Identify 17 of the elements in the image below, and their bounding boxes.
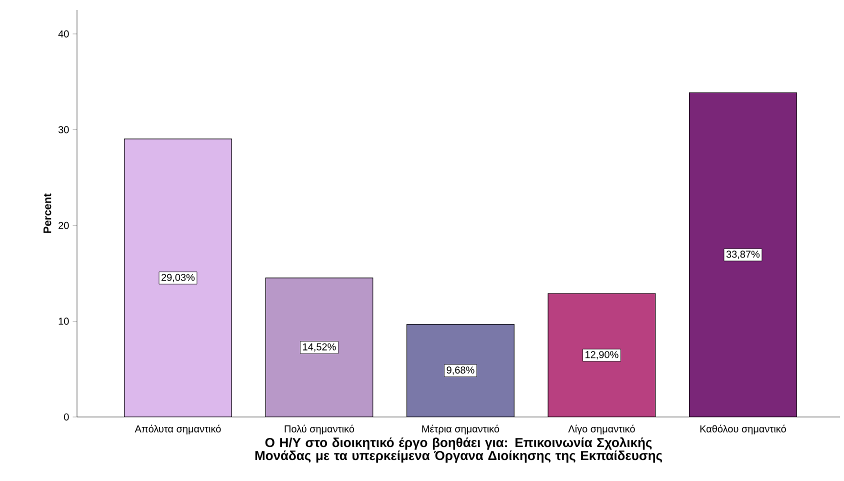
y-tick-label: 0 <box>64 413 69 421</box>
y-tick-label: 20 <box>58 222 69 229</box>
x-tick-label: Καθόλου σημαντικό <box>700 424 786 434</box>
y-tick-label: 40 <box>58 30 69 38</box>
data-label: 14,52% <box>303 343 336 352</box>
data-label: 9,68% <box>446 366 474 375</box>
x-tick-label: Απόλυτα σημαντικό <box>134 424 221 434</box>
y-axis-title: Percent <box>44 193 52 233</box>
x-tick-label: Μέτρια σημαντικό <box>422 424 500 434</box>
x-tick-label: Πολύ σημαντικό <box>284 424 354 434</box>
y-tick-label: 10 <box>58 318 69 325</box>
y-tick-label: 30 <box>58 126 69 134</box>
data-label: 33,87% <box>726 250 760 259</box>
data-label: 12,90% <box>586 351 618 360</box>
x-axis-title: Ο Η/Υ στο διοικητικό έργο βοηθάει για: Επικοινωνία Σχολικής Μονάδας με τα υπερκείμενα Όργανα Διοίκησης της Εκπαίδευσης <box>255 437 662 463</box>
x-tick-label: Λίγο σημαντικό <box>568 424 635 434</box>
data-label: 29,03% <box>162 274 195 282</box>
